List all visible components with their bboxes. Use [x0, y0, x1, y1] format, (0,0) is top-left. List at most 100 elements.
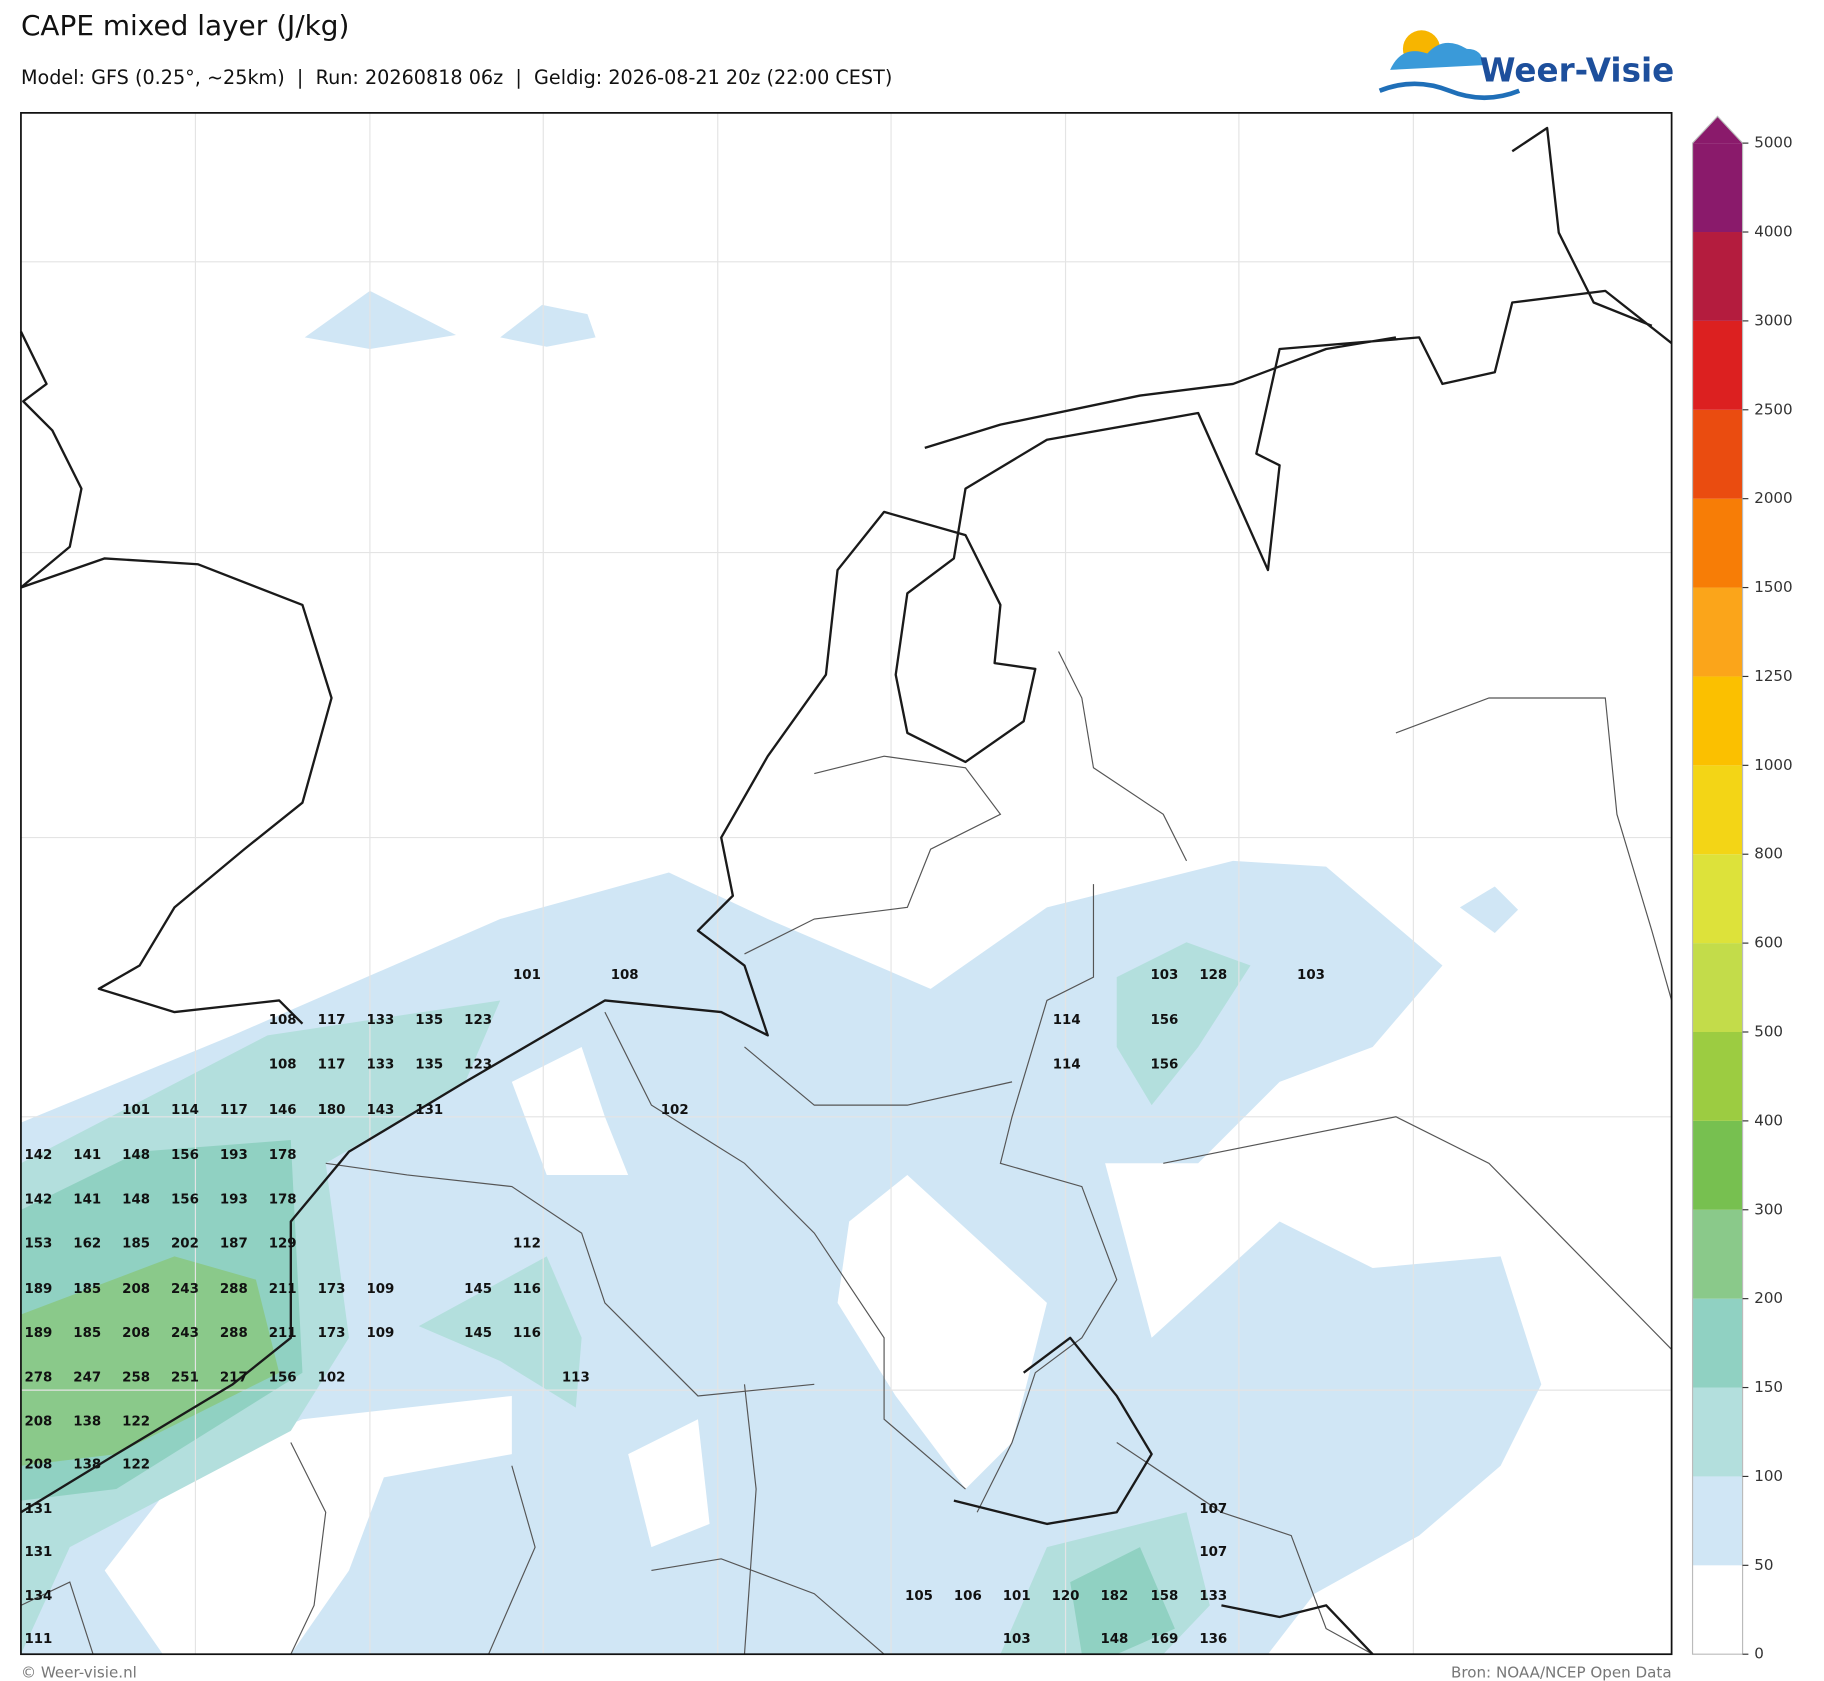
cape-value-label: 178 — [269, 1192, 297, 1207]
cape-value-label: 148 — [122, 1192, 150, 1207]
cape-value-label: 138 — [73, 1458, 101, 1473]
cape-value-label: 107 — [1199, 1502, 1227, 1517]
cape-value-label: 185 — [122, 1237, 150, 1252]
colorbar-segment — [1692, 1120, 1743, 1210]
cape-value-label: 108 — [269, 1057, 297, 1072]
cape-value-label: 189 — [24, 1326, 52, 1341]
logo-wave — [1378, 81, 1521, 100]
cape-value-label: 141 — [73, 1148, 101, 1163]
cape-value-label: 122 — [122, 1458, 150, 1473]
subtitle: Model: GFS (0.25°, ~25km) | Run: 2026081… — [21, 66, 892, 89]
cape-value-label: 145 — [464, 1282, 492, 1297]
colorbar-segment — [1692, 143, 1743, 233]
cape-area — [20, 1256, 280, 1466]
cape-value-label: 103 — [1150, 968, 1178, 983]
cape-value-label: 278 — [24, 1370, 52, 1385]
cape-value-label: 122 — [122, 1415, 150, 1430]
cape-value-label: 109 — [366, 1282, 394, 1297]
colorbar-extension — [1692, 116, 1743, 144]
cape-value-label: 123 — [464, 1013, 492, 1028]
cape-value-label: 156 — [1150, 1057, 1178, 1072]
cape-value-label: 153 — [24, 1237, 52, 1252]
colorbar-tick-label: 150 — [1754, 1378, 1783, 1396]
colorbar-segment — [1692, 498, 1743, 588]
logo-text: Weer-Visie — [1480, 51, 1675, 89]
cape-value-label: 143 — [366, 1103, 394, 1118]
colorbar-tick-label: 300 — [1754, 1200, 1783, 1218]
cape-value-label: 129 — [269, 1237, 297, 1252]
cape-value-label: 193 — [220, 1192, 248, 1207]
cape-value-label: 142 — [24, 1148, 52, 1163]
cape-value-label: 187 — [220, 1237, 248, 1252]
cape-value-label: 136 — [1199, 1632, 1227, 1647]
cape-value-label: 180 — [318, 1103, 346, 1118]
cape-value-label: 135 — [415, 1057, 443, 1072]
colorbar-tick-label: 1500 — [1754, 578, 1792, 596]
colorbar-tick-label: 400 — [1754, 1111, 1783, 1129]
colorbar-segment — [1692, 1476, 1743, 1566]
cape-value-label: 142 — [24, 1192, 52, 1207]
colorbar-tick-label: 600 — [1754, 934, 1783, 952]
cape-value-label: 211 — [269, 1326, 297, 1341]
cape-value-label: 103 — [1297, 968, 1325, 983]
cape-value-label: 173 — [318, 1282, 346, 1297]
cape-value-label: 114 — [1053, 1013, 1081, 1028]
cape-value-label: 106 — [954, 1589, 982, 1604]
colorbar-segment — [1692, 320, 1743, 410]
cape-value-label: 131 — [415, 1103, 443, 1118]
cape-value-label: 101 — [1003, 1589, 1031, 1604]
cape-value-label: 208 — [24, 1415, 52, 1430]
colorbar-segment — [1692, 232, 1743, 321]
colorbar-tick-label: 200 — [1754, 1289, 1783, 1307]
cape-value-label: 243 — [171, 1282, 199, 1297]
colorbar-segment — [1692, 854, 1743, 944]
colorbar: 0 50 100 150 200 300 400 500 600 800 1000 1250 1500 2… — [1691, 115, 1793, 1663]
value-labels: 101 108 103 128 103 108 117 133 135 123 114 156 108 1… — [24, 968, 1325, 1647]
colorbar-segment — [1692, 1565, 1743, 1655]
cape-value-label: 134 — [24, 1589, 52, 1604]
cape-value-label: 156 — [171, 1192, 199, 1207]
graticule — [20, 112, 1672, 1655]
cape-area — [20, 942, 1251, 1655]
colorbar-tick-label: 1250 — [1754, 667, 1792, 685]
colorbar-tick-label: 500 — [1754, 1022, 1783, 1040]
cape-value-label: 148 — [122, 1148, 150, 1163]
cape-value-label: 107 — [1199, 1545, 1227, 1560]
colorbar-tick-label: 2000 — [1754, 489, 1792, 507]
cape-value-label: 135 — [415, 1013, 443, 1028]
cape-value-label: 208 — [122, 1326, 150, 1341]
cape-value-label: 117 — [318, 1013, 346, 1028]
colorbar-segment — [1692, 1031, 1743, 1121]
cape-value-label: 131 — [24, 1545, 52, 1560]
cape-value-label: 102 — [318, 1370, 346, 1385]
cape-value-label: 162 — [73, 1237, 101, 1252]
colorbar-tick-label: 4000 — [1754, 223, 1792, 241]
cape-value-label: 133 — [366, 1057, 394, 1072]
cape-value-label: 173 — [318, 1326, 346, 1341]
cape-value-label: 156 — [171, 1148, 199, 1163]
cape-value-label: 148 — [1100, 1632, 1128, 1647]
cape-value-label: 123 — [464, 1057, 492, 1072]
cape-value-label: 113 — [562, 1370, 590, 1385]
cape-value-label: 146 — [269, 1103, 297, 1118]
cape-value-label: 288 — [220, 1282, 248, 1297]
cape-value-label: 103 — [1003, 1632, 1031, 1647]
colorbar-tick-label: 800 — [1754, 845, 1783, 863]
cape-value-label: 116 — [513, 1326, 541, 1341]
colorbar-outline — [1691, 115, 1744, 1655]
cape-value-label: 156 — [1150, 1013, 1178, 1028]
colorbar-tick-label: 0 — [1754, 1645, 1764, 1663]
colorbar-segment — [1692, 409, 1743, 499]
cape-value-label: 108 — [269, 1013, 297, 1028]
cape-value-label: 116 — [513, 1282, 541, 1297]
coastline — [19, 126, 1673, 1656]
colorbar-segment — [1692, 1387, 1743, 1477]
title: CAPE mixed layer (J/kg) — [21, 9, 349, 42]
cape-value-label: 247 — [73, 1370, 101, 1385]
cape-value-label: 111 — [24, 1632, 52, 1647]
cape-value-label: 108 — [611, 968, 639, 983]
cape-value-label: 208 — [24, 1458, 52, 1473]
colorbar-tick-label: 5000 — [1754, 134, 1792, 152]
cape-value-label: 114 — [1053, 1057, 1081, 1072]
